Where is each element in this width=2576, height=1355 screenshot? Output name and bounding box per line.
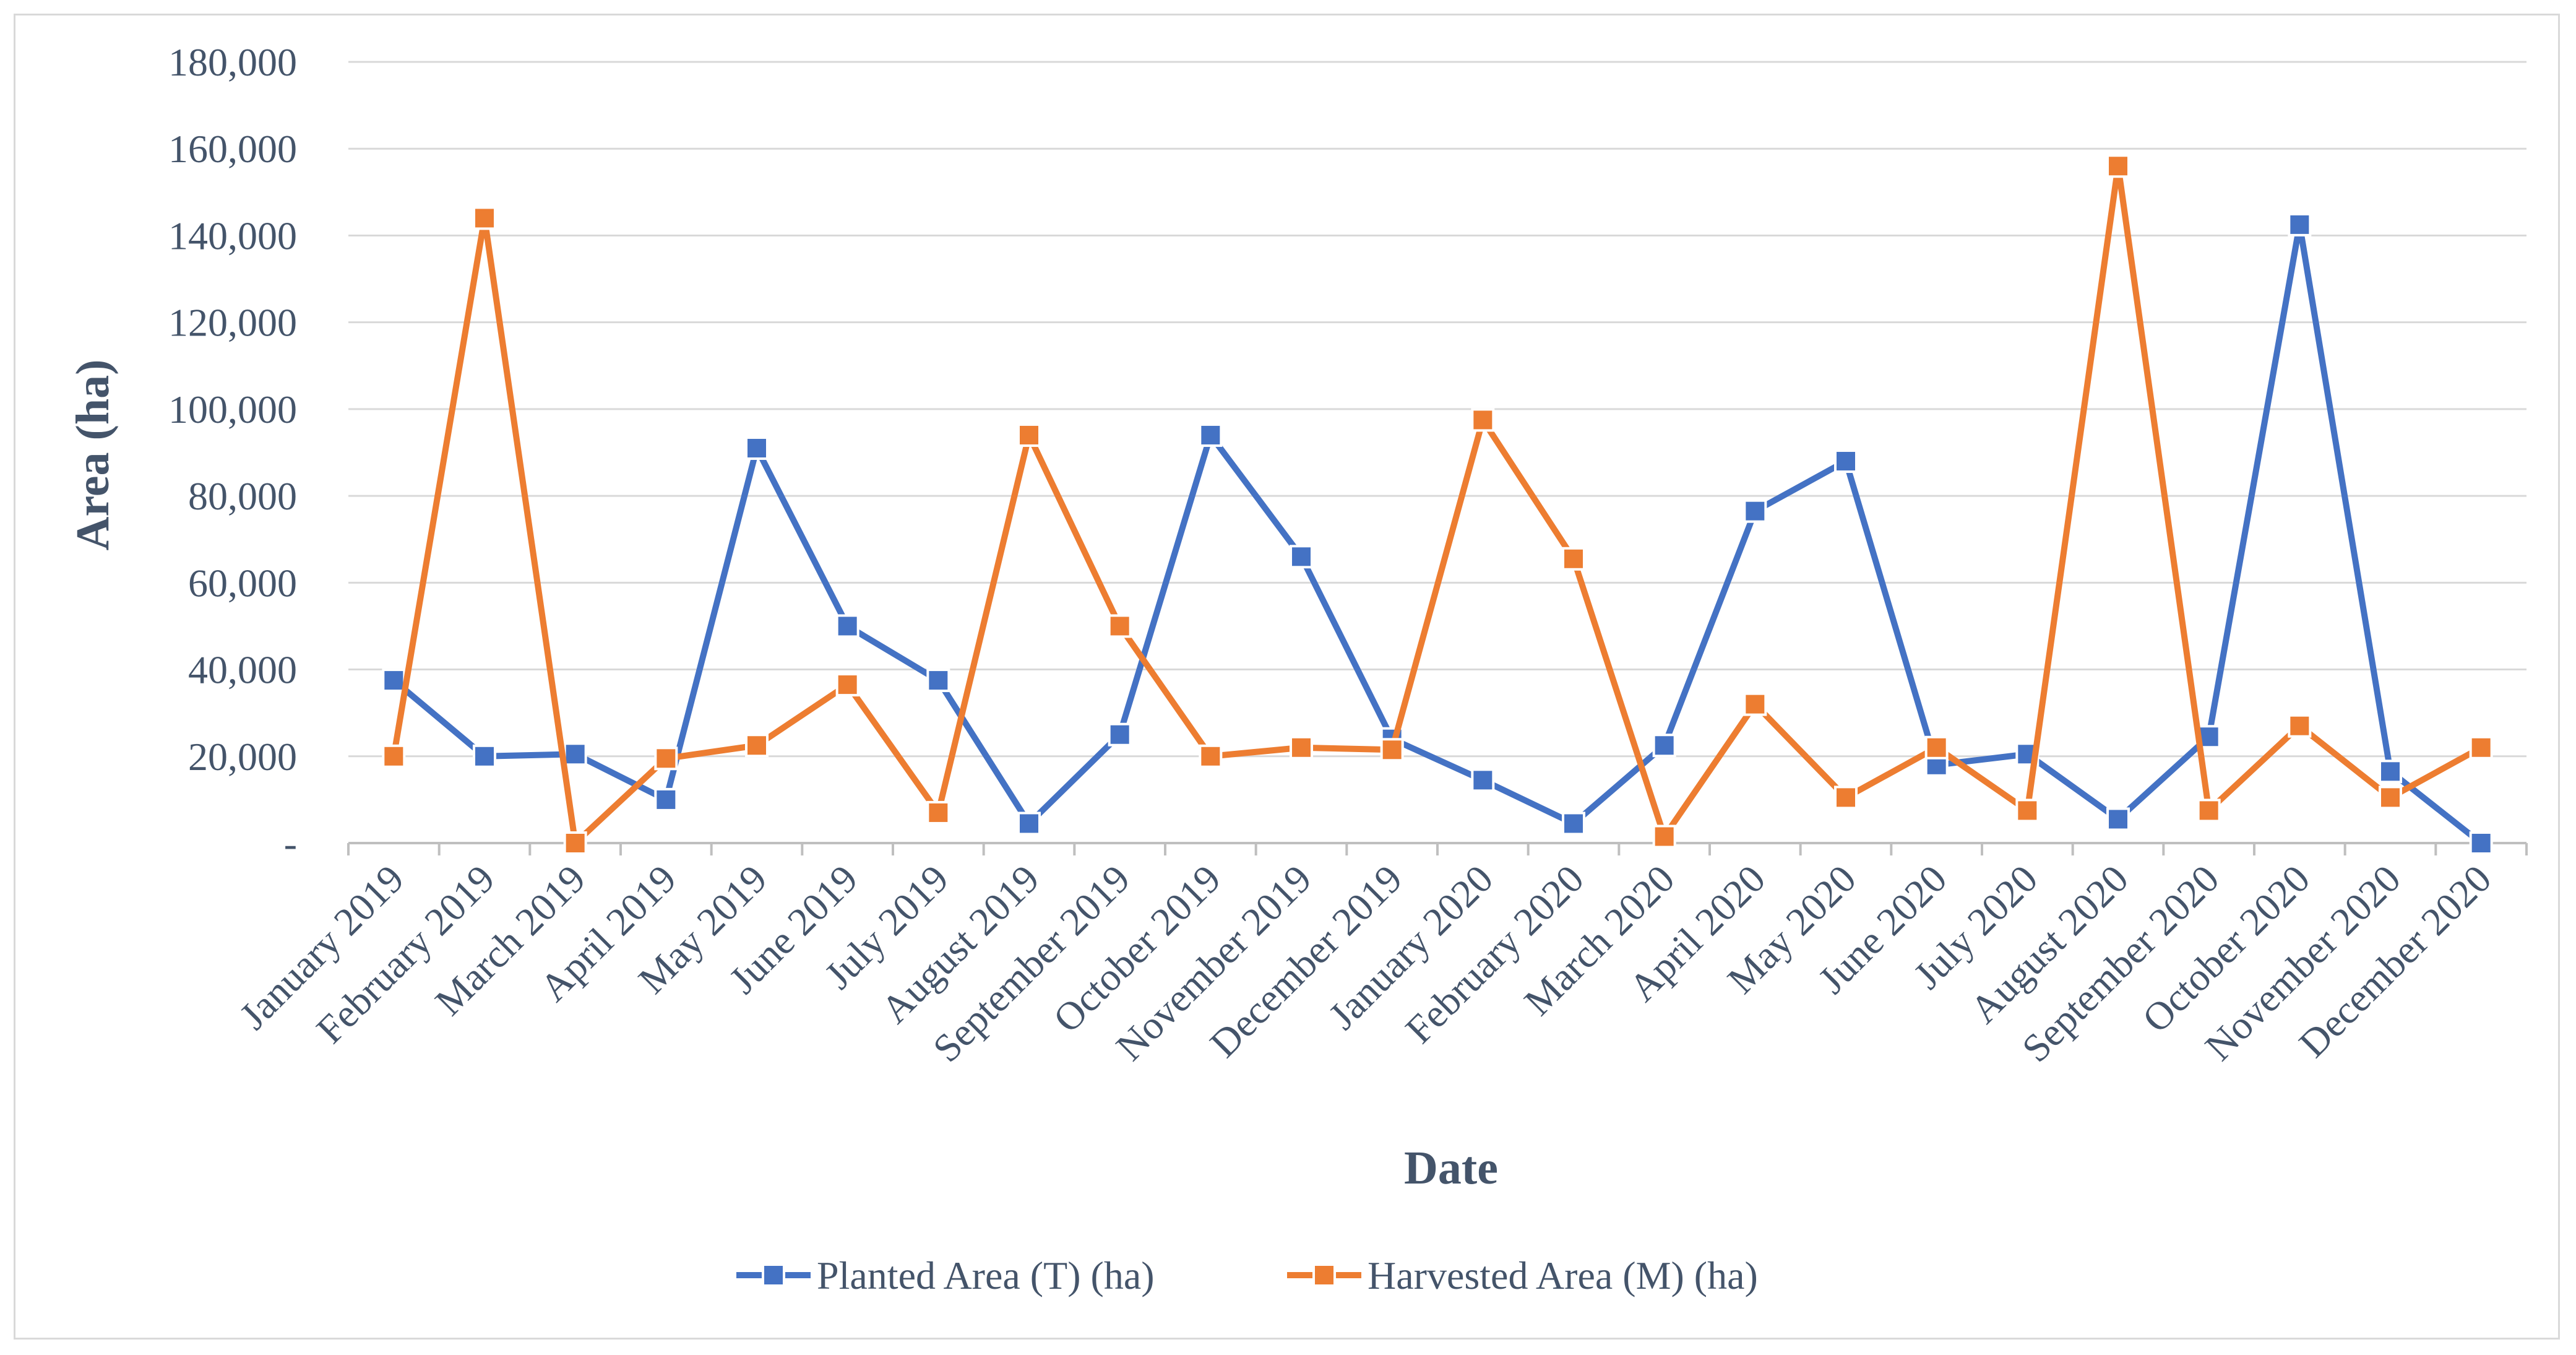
- data-point: [926, 800, 950, 825]
- data-point: [835, 673, 859, 697]
- data-point: [1290, 545, 1313, 569]
- legend-item-1: Planted Area (T) (ha): [736, 1253, 1155, 1297]
- y-tick-label: 140,000: [168, 214, 297, 258]
- gridlines: [348, 61, 2526, 758]
- data-point: [563, 742, 587, 766]
- legend-label: Harvested Area (M) (ha): [1368, 1253, 1758, 1297]
- data-point: [1743, 499, 1767, 523]
- data-point: [926, 669, 950, 693]
- data-point: [1562, 547, 1585, 571]
- data-point: [2469, 831, 2493, 855]
- data-point: [1199, 423, 1223, 447]
- legend-marker: [1312, 1263, 1336, 1287]
- y-tick-label: 100,000: [168, 387, 297, 431]
- data-point: [745, 436, 769, 460]
- data-point: [835, 614, 859, 638]
- y-tick-label: -: [284, 821, 297, 865]
- y-tick-label: 40,000: [188, 648, 297, 692]
- series-layer: [382, 154, 2493, 855]
- series-line: [390, 221, 2484, 846]
- series-1: [382, 212, 2493, 855]
- data-point: [2288, 714, 2312, 738]
- data-point: [473, 744, 496, 768]
- data-point: [1834, 449, 1858, 474]
- data-point: [563, 831, 587, 855]
- data-point: [2106, 154, 2130, 178]
- series-2: [382, 154, 2493, 855]
- data-point: [1108, 722, 1132, 747]
- legend-item-2: Harvested Area (M) (ha): [1287, 1253, 1758, 1297]
- data-point: [1924, 735, 1949, 760]
- data-point: [1017, 812, 1041, 836]
- data-point: [1017, 423, 1041, 447]
- data-point: [1652, 734, 1676, 758]
- data-point: [382, 669, 406, 693]
- data-point: [2379, 760, 2402, 784]
- y-tick-label: 160,000: [168, 127, 297, 171]
- data-point: [1471, 408, 1495, 432]
- data-point: [473, 206, 496, 230]
- data-point: [2379, 786, 2402, 810]
- data-point: [1471, 768, 1495, 792]
- data-point: [1199, 744, 1223, 768]
- data-point: [1834, 786, 1858, 810]
- data-point: [1108, 614, 1132, 638]
- data-point: [2197, 799, 2221, 823]
- y-tick-label: 60,000: [188, 561, 297, 605]
- y-tick-label: 180,000: [168, 40, 297, 84]
- data-point: [654, 747, 678, 771]
- legend-label: Planted Area (T) (ha): [817, 1253, 1155, 1297]
- data-point: [654, 787, 678, 812]
- y-tick-label: 80,000: [188, 474, 297, 518]
- data-point: [1743, 692, 1767, 716]
- legend-marker: [762, 1263, 785, 1287]
- data-point: [2288, 212, 2312, 236]
- data-point: [1290, 735, 1313, 760]
- y-axis-title: Area (ha): [67, 360, 119, 551]
- y-tick-label: 20,000: [188, 735, 297, 779]
- y-axis-ticks: - 20,000 40,000 60,000 80,000 100,000 120,000 1…: [168, 40, 297, 865]
- series-line: [390, 163, 2484, 846]
- data-point: [2015, 799, 2040, 823]
- data-point: [1380, 738, 1404, 762]
- data-point: [1652, 825, 1676, 849]
- x-axis-title: Date: [1404, 1142, 1498, 1194]
- legend: Planted Area (T) (ha) Harvested Area (M) …: [736, 1253, 1758, 1297]
- x-axis: [347, 842, 2528, 855]
- data-point: [382, 744, 406, 768]
- data-point: [745, 734, 769, 758]
- data-point: [2469, 735, 2493, 760]
- data-point: [2106, 807, 2130, 831]
- data-point: [1562, 812, 1585, 836]
- y-tick-label: 120,000: [168, 301, 297, 345]
